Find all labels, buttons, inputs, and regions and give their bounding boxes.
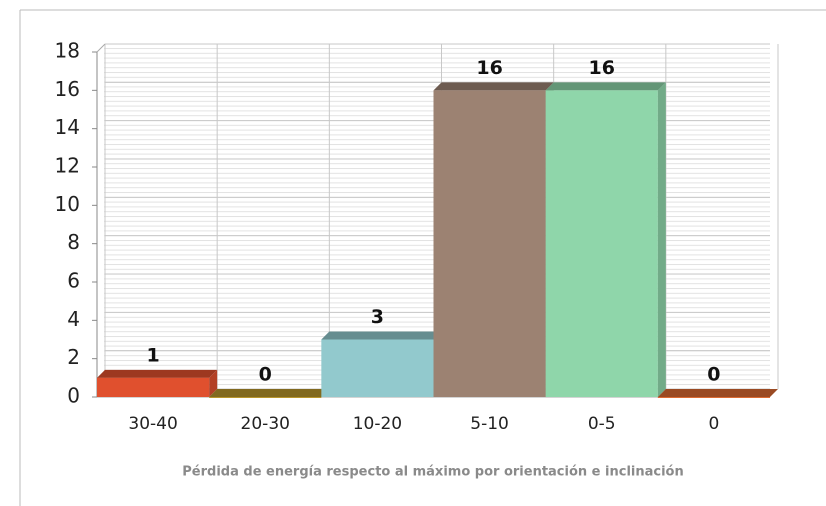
y-tick-label: 18 (55, 39, 80, 63)
bar-top (657, 389, 778, 397)
bar-top (545, 82, 666, 91)
y-tick-label: 6 (67, 269, 80, 293)
bar-side (657, 82, 666, 397)
x-tick-label: 0-5 (588, 414, 616, 434)
data-label: 0 (259, 364, 272, 386)
x-tick-label: 10-20 (353, 414, 402, 434)
x-tick-label: 20-30 (241, 414, 290, 434)
bar-top (209, 389, 330, 397)
y-tick-label: 14 (55, 115, 80, 139)
bar (97, 377, 210, 397)
y-axis-depth (96, 43, 106, 53)
y-tick-label: 16 (55, 77, 80, 101)
y-tick-label: 10 (55, 192, 80, 216)
x-tick-label: 5-10 (470, 414, 509, 434)
x-axis-label: Pérdida de energía respecto al máximo po… (182, 465, 683, 480)
bar (433, 90, 546, 397)
bar (657, 397, 770, 398)
y-tick-label: 0 (67, 384, 80, 408)
y-tick-label: 2 (67, 345, 80, 369)
bar-side (209, 369, 218, 397)
bar (209, 397, 322, 398)
bar (321, 339, 434, 397)
data-label: 16 (589, 57, 615, 79)
y-tick-label: 12 (55, 154, 80, 178)
bar-top (97, 369, 218, 378)
bar (545, 90, 658, 397)
data-label: 3 (371, 306, 384, 328)
x-tick-label: 0 (709, 414, 720, 434)
data-label: 0 (707, 364, 720, 386)
bar-top (321, 331, 442, 340)
y-tick-label: 8 (67, 230, 80, 254)
data-label: 1 (146, 344, 159, 366)
x-tick-label: 30-40 (128, 414, 177, 434)
bar-top (433, 82, 554, 91)
y-tick-label: 4 (67, 307, 80, 331)
data-label: 16 (476, 57, 502, 79)
